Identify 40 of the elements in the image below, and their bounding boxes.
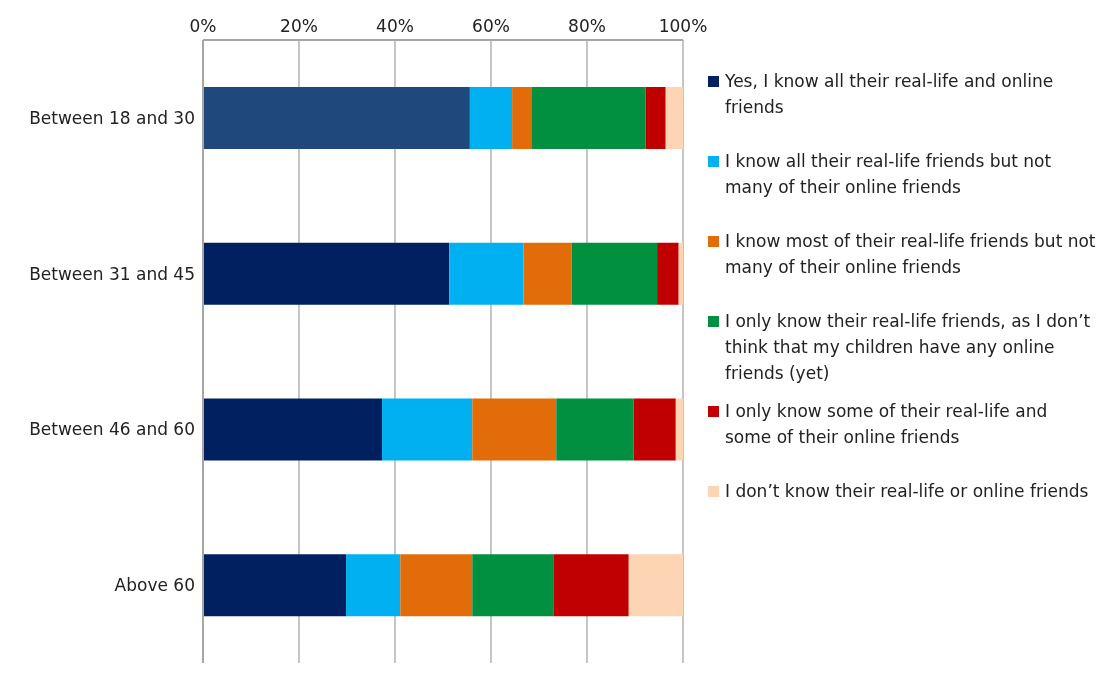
legend-label: I know all their real-life friends but not many of their online friends (725, 150, 1053, 199)
bar (512, 87, 532, 149)
bar (469, 87, 513, 149)
bar (665, 87, 683, 149)
y-tick-label: Between 46 and 60 (29, 419, 195, 440)
legend-label: I know most of their real-life friends but not many of their online friends (725, 230, 1097, 279)
bar (203, 87, 470, 149)
x-tick-label: 100% (658, 16, 708, 36)
bar (531, 87, 646, 149)
x-tick-label: 60% (472, 16, 510, 36)
bar (678, 242, 683, 305)
bar (553, 554, 629, 617)
x-tick-label: 0% (189, 16, 217, 36)
bar (472, 398, 557, 461)
legend-label: I only know their real-life friends, as I don’t think that my children have any online friends (yet) (725, 310, 1092, 385)
bar (382, 398, 473, 461)
legend-label: I don’t know their real-life or online friends (725, 480, 1089, 503)
bar (449, 242, 524, 305)
bar (675, 398, 683, 461)
bar (657, 242, 679, 305)
bar (628, 554, 683, 617)
bar (645, 87, 666, 149)
bar (472, 554, 554, 617)
bar (633, 398, 676, 461)
legend-label: Yes, I know all their real-life and online friends (725, 70, 1055, 119)
bar (203, 242, 450, 305)
x-tick-label: 80% (568, 16, 606, 36)
x-tick-label: 20% (280, 16, 318, 36)
bar (346, 554, 401, 617)
bar (523, 242, 572, 305)
bar (571, 242, 658, 305)
bar (203, 398, 383, 461)
x-tick-label: 40% (376, 16, 414, 36)
bar (556, 398, 634, 461)
bar (400, 554, 473, 617)
bar (203, 554, 347, 617)
y-tick-label: Between 31 and 45 (29, 263, 195, 284)
y-tick-label: Above 60 (114, 575, 195, 596)
y-tick-label: Between 18 and 30 (29, 107, 195, 128)
legend-label: I only know some of their real-life and some of their online friends (725, 400, 1049, 449)
